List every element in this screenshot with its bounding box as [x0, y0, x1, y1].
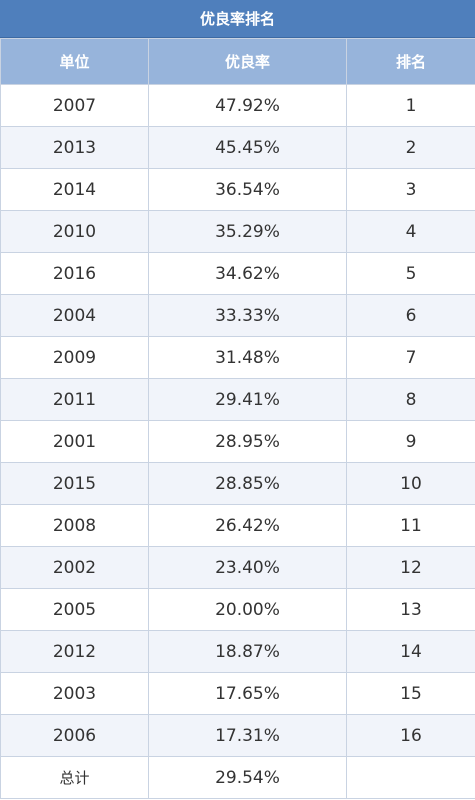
header-row: 单位 优良率 排名 — [0, 38, 475, 85]
table-cell: 31.48% — [148, 336, 347, 379]
table-row: 总计 29.54% — [0, 756, 475, 799]
table-title: 优良率排名 — [0, 0, 475, 38]
table-cell: 2003 — [0, 672, 149, 715]
table-cell: 13 — [346, 588, 475, 631]
table-cell: 2014 — [0, 168, 149, 211]
table-row: 2012 18.87% 14 — [0, 630, 475, 673]
table-cell: 33.33% — [148, 294, 347, 337]
header-cell: 优良率 — [148, 38, 347, 85]
table-cell: 2001 — [0, 420, 149, 463]
table-cell: 35.29% — [148, 210, 347, 253]
table-row: 2005 20.00% 13 — [0, 588, 475, 631]
table-body: 2007 47.92% 1 2013 45.45% 2 2014 36.54% 3 2010 35.… — [0, 84, 475, 799]
table-cell: 17.31% — [148, 714, 347, 757]
table-cell: 17.65% — [148, 672, 347, 715]
table-row: 2011 29.41% 8 — [0, 378, 475, 421]
table-row: 2008 26.42% 11 — [0, 504, 475, 547]
table-row: 2006 17.31% 16 — [0, 714, 475, 757]
table-cell — [346, 756, 475, 799]
table-row: 2002 23.40% 12 — [0, 546, 475, 589]
table-cell: 14 — [346, 630, 475, 673]
table-cell: 36.54% — [148, 168, 347, 211]
ranking-table: 单位 优良率 排名 2007 47.92% 1 2013 45.45% 2 2014 36.54%… — [0, 38, 475, 799]
table-cell: 9 — [346, 420, 475, 463]
table-cell: 15 — [346, 672, 475, 715]
table-cell: 2008 — [0, 504, 149, 547]
table-cell: 2004 — [0, 294, 149, 337]
table-row: 2014 36.54% 3 — [0, 168, 475, 211]
table-cell: 23.40% — [148, 546, 347, 589]
table-row: 2009 31.48% 7 — [0, 336, 475, 379]
table-cell: 4 — [346, 210, 475, 253]
table-row: 2003 17.65% 15 — [0, 672, 475, 715]
table-cell: 10 — [346, 462, 475, 505]
table-row: 2001 28.95% 9 — [0, 420, 475, 463]
table-cell: 28.85% — [148, 462, 347, 505]
table-cell: 2005 — [0, 588, 149, 631]
table-row: 2004 33.33% 6 — [0, 294, 475, 337]
table-cell: 2015 — [0, 462, 149, 505]
table-cell: 34.62% — [148, 252, 347, 295]
table-cell: 28.95% — [148, 420, 347, 463]
table-cell: 2007 — [0, 84, 149, 127]
table-row: 2013 45.45% 2 — [0, 126, 475, 169]
table-cell: 45.45% — [148, 126, 347, 169]
header-cell: 单位 — [0, 38, 149, 85]
table-cell: 11 — [346, 504, 475, 547]
table-row: 2007 47.92% 1 — [0, 84, 475, 127]
table-cell: 6 — [346, 294, 475, 337]
table-cell: 12 — [346, 546, 475, 589]
table-cell: 29.41% — [148, 378, 347, 421]
table-cell: 18.87% — [148, 630, 347, 673]
table-cell: 47.92% — [148, 84, 347, 127]
table-cell: 26.42% — [148, 504, 347, 547]
table-cell: 2010 — [0, 210, 149, 253]
header-cell: 排名 — [346, 38, 475, 85]
table-cell: 2002 — [0, 546, 149, 589]
table-row: 2010 35.29% 4 — [0, 210, 475, 253]
table-cell: 1 — [346, 84, 475, 127]
table-cell: 2013 — [0, 126, 149, 169]
table-cell: 20.00% — [148, 588, 347, 631]
table-row: 2015 28.85% 10 — [0, 462, 475, 505]
table-cell: 2 — [346, 126, 475, 169]
table-cell: 8 — [346, 378, 475, 421]
table-cell: 2012 — [0, 630, 149, 673]
table-cell: 2016 — [0, 252, 149, 295]
table-cell: 总计 — [0, 756, 149, 799]
table-row: 2016 34.62% 5 — [0, 252, 475, 295]
table-cell: 2011 — [0, 378, 149, 421]
table-cell: 29.54% — [148, 756, 347, 799]
table-cell: 7 — [346, 336, 475, 379]
table-cell: 2009 — [0, 336, 149, 379]
table-cell: 16 — [346, 714, 475, 757]
table-cell: 3 — [346, 168, 475, 211]
table-cell: 5 — [346, 252, 475, 295]
table-cell: 2006 — [0, 714, 149, 757]
